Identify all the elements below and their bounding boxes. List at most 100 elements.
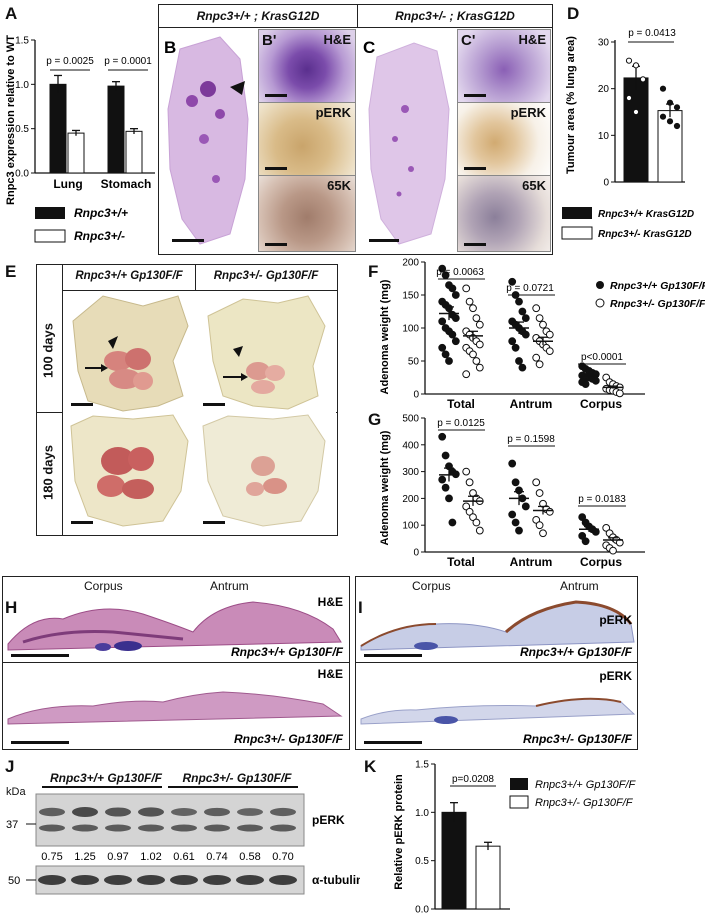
- y-tick-label: 20: [598, 84, 610, 95]
- point-d-0: [632, 62, 640, 69]
- tile-c-65k: 65K: [457, 175, 551, 252]
- panel-letter-j: J: [5, 757, 15, 776]
- h-stain-bottom: H&E: [318, 667, 343, 681]
- point-corpus-1: [609, 546, 617, 555]
- legend-swatch-k-het: [509, 795, 529, 809]
- chart-k-ylabel: Relative pERK protein: [393, 774, 405, 890]
- chart-g-pvalue-corpus: p = 0.0183: [578, 494, 626, 505]
- quant-value: 0.70: [272, 851, 293, 863]
- point-total-1: [472, 518, 481, 527]
- point-total-0: [448, 284, 457, 293]
- point-total-1: [462, 502, 471, 511]
- point-total-0: [438, 264, 447, 273]
- y-tick-label: 300: [402, 467, 419, 478]
- frame-bc: [158, 27, 553, 255]
- point-total-1: [475, 340, 484, 349]
- stain-label-he-c: H&E: [518, 32, 546, 47]
- i-stain-bottom: pERK: [599, 669, 632, 683]
- legend-swatch-wt: [35, 207, 65, 219]
- point-corpus-1: [615, 389, 624, 398]
- legend-label-k-het: Rnpc3+/- Gp130F/F: [535, 797, 634, 809]
- point-antrum-1: [535, 360, 544, 369]
- chart-d-pvalue: p = 0.0413: [628, 28, 676, 39]
- legend-label-d-wt: Rnpc3+/+ KrasG12D: [598, 209, 694, 220]
- point-total-0: [441, 483, 450, 492]
- stomach-photo-grid: [63, 291, 336, 534]
- y-tick-label: 1.5: [415, 760, 429, 771]
- chart-a: Rnpc3 expression relative to WT 0.0 0.5 1.…: [5, 35, 155, 243]
- panel-letter-c: C: [363, 38, 375, 57]
- chart-g-ylabel: Adenoma weight (mg): [379, 430, 391, 545]
- perk-band-lower: [39, 824, 65, 832]
- bar-lung-0: [49, 83, 67, 174]
- quant-value: 1.25: [74, 851, 95, 863]
- i-genotype-top: Rnpc3+/+ Gp130F/F: [520, 645, 633, 659]
- point-total-0: [441, 451, 450, 460]
- point-antrum-0: [518, 307, 527, 316]
- chart-f-ylabel: Adenoma weight (mg): [379, 279, 391, 394]
- tile-b-perk: pERK: [258, 102, 356, 176]
- bar-k-0: [441, 811, 467, 910]
- quant-value: 0.97: [107, 851, 128, 863]
- point-d-1: [659, 85, 667, 92]
- chart-g: Adenoma weight (mg) 0 100 200 300 400 500 p =…: [379, 414, 645, 569]
- legend-swatch-d-wt: [562, 207, 592, 219]
- bar-d-0: [623, 77, 649, 183]
- y-tick-label: 100: [402, 324, 419, 335]
- point-total-0: [451, 337, 460, 346]
- point-total-0: [441, 350, 450, 359]
- legend-label-het: Rnpc3+/-: [74, 229, 125, 243]
- j-kda: kDa: [6, 786, 26, 798]
- point-antrum-1: [539, 320, 547, 329]
- y-tick-label: 0.5: [415, 856, 429, 867]
- point-antrum-0: [515, 526, 523, 535]
- y-tick-label: 0: [413, 390, 419, 401]
- j-group-wt: Rnpc3+/+ Gp130F/F: [49, 771, 163, 785]
- point-antrum-0: [508, 510, 517, 519]
- perk-band-upper: [270, 807, 296, 817]
- point-antrum-1: [545, 507, 554, 516]
- point-d-0: [632, 108, 640, 116]
- quant-value: 0.74: [206, 851, 227, 863]
- j-band-label-tubulin: α-tubulin: [312, 873, 360, 887]
- chart-a-pvalue-lung: p = 0.0025: [46, 56, 94, 67]
- point-corpus-0: [581, 537, 590, 546]
- header-b: Rnpc3+/+ ; KrasG12D: [158, 4, 358, 28]
- tubulin-band: [236, 875, 264, 885]
- y-tick-label: 50: [408, 357, 420, 368]
- chart-g-xlabel-corpus: Corpus: [580, 555, 622, 569]
- y-tick-label: 150: [402, 291, 419, 302]
- point-antrum-1: [532, 515, 541, 524]
- point-total-1: [462, 370, 471, 379]
- perk-band-upper: [105, 807, 131, 817]
- chart-f-pvalue-antrum: p = 0.0721: [506, 283, 554, 294]
- stomach-100d-het: [203, 295, 326, 410]
- point-antrum-0: [518, 363, 527, 372]
- point-corpus-0: [581, 380, 590, 389]
- point-total-1: [462, 284, 471, 293]
- point-antrum-1: [532, 304, 541, 313]
- chart-d: Tumour area (% lung area) 0 10 20 30 p = 0.…: [561, 28, 694, 240]
- j-marker-50: 50: [8, 875, 20, 887]
- perk-band-lower: [237, 824, 263, 832]
- panel-letter-d: D: [567, 4, 580, 23]
- e-col-divider: [62, 264, 63, 535]
- point-total-1: [465, 297, 474, 306]
- point-d-1: [659, 113, 667, 120]
- e-row-label-180: 180 days: [40, 445, 56, 500]
- arrowhead-tumour-icon: [230, 81, 245, 95]
- point-d-1: [666, 118, 674, 125]
- point-total-1: [465, 478, 474, 487]
- point-total-0: [451, 314, 460, 322]
- stain-label-65k: 65K: [327, 178, 351, 193]
- point-d-1: [666, 99, 674, 106]
- i-section-bottom: pERK Rnpc3+/- Gp130F/F: [360, 669, 636, 746]
- legend-label-k-wt: Rnpc3+/+ Gp130F/F: [535, 779, 637, 791]
- western-blot: 37 pERK 0.75 1.25 0.97 1.02 0.61 0.74 0.58 0.70…: [6, 793, 360, 895]
- chart-f-xlabel-antrum: Antrum: [510, 397, 553, 411]
- panel-letter-k: K: [364, 757, 377, 776]
- stomach-180d-wt: [70, 414, 189, 527]
- h-stain-top: H&E: [318, 595, 343, 609]
- bar-k-1: [475, 845, 501, 910]
- point-corpus-1: [602, 523, 611, 532]
